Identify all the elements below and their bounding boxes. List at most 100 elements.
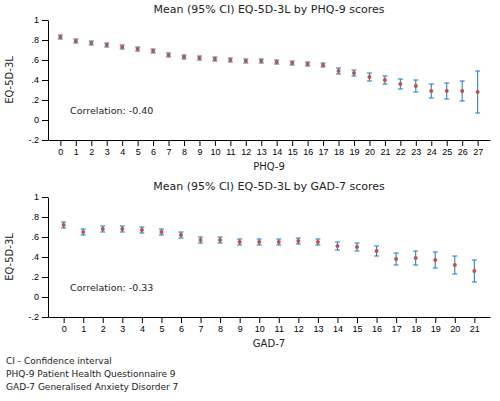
error-bar [274, 60, 279, 64]
tick: 0 [58, 140, 63, 157]
tick: 26 [458, 140, 468, 157]
tick: 2 [89, 140, 94, 157]
tick: 15 [353, 317, 363, 334]
tick-mark [323, 140, 324, 146]
figure: Mean (95% CI) EQ-5D-3L by PHQ-9 scores01… [0, 0, 500, 401]
tick: 10 [255, 317, 265, 334]
point [101, 227, 105, 231]
tick: 21 [380, 140, 390, 157]
point [375, 249, 379, 253]
tick-mark [76, 140, 77, 146]
tick-label: .6 [31, 55, 39, 65]
tick: 6 [179, 317, 184, 334]
tick: 14 [333, 317, 343, 334]
error-bar [139, 227, 144, 233]
error-bar [276, 239, 281, 245]
error-bar [296, 238, 301, 244]
tick: .2 [31, 272, 48, 282]
error-bar [120, 226, 125, 232]
point [179, 233, 183, 237]
tick-label: 13 [257, 147, 267, 157]
tick-mark [400, 140, 401, 146]
tick: 1 [34, 15, 48, 25]
error-bar [336, 68, 341, 74]
tick-mark [337, 317, 338, 323]
point [472, 269, 476, 273]
point [244, 59, 248, 63]
error-bar [444, 83, 449, 99]
panel: Mean (95% CI) EQ-5D-3L by PHQ-9 scores01… [4, 3, 491, 172]
tick: 1 [74, 140, 79, 157]
error-bar [178, 232, 183, 238]
error-bar [182, 55, 187, 59]
tick-mark [377, 317, 378, 323]
tick: 11 [275, 317, 284, 334]
error-bar [290, 61, 295, 65]
tick: 18 [411, 317, 421, 334]
tick-mark [279, 317, 280, 323]
tick-mark [184, 140, 185, 146]
axis-line [49, 317, 491, 318]
error-bar [237, 239, 242, 245]
tick: 23 [411, 140, 421, 157]
point [120, 227, 124, 231]
tick: 2 [101, 317, 106, 334]
tick-mark [42, 120, 48, 121]
y-axis: -.20.2.4.6.81 [28, 192, 48, 322]
point [151, 49, 155, 53]
tick: .4 [31, 252, 48, 262]
tick-mark [42, 237, 48, 238]
tick-mark [416, 317, 417, 323]
point [433, 258, 437, 262]
tick-label: 5 [159, 324, 164, 334]
tick-mark [455, 317, 456, 323]
tick-label: 7 [167, 147, 172, 157]
tick-mark [42, 217, 48, 218]
tick: 5 [159, 317, 164, 334]
tick-mark [42, 257, 48, 258]
tick-label: 6 [151, 147, 156, 157]
error-bar [259, 59, 264, 63]
error-bar [321, 63, 326, 67]
tick: 8 [218, 317, 223, 334]
error-bar [472, 260, 477, 282]
point [290, 61, 294, 65]
point [367, 75, 371, 79]
tick-mark [277, 140, 278, 146]
point [159, 230, 163, 234]
error-bar [374, 246, 379, 256]
tick-mark [385, 140, 386, 146]
tick: 5 [136, 140, 141, 157]
tick: 16 [303, 140, 313, 157]
tick: 20 [450, 317, 460, 334]
tick: .6 [31, 232, 48, 242]
annotation: Correlation: -0.40 [70, 105, 153, 116]
tick: 7 [167, 140, 172, 157]
tick-label: 20 [365, 147, 375, 157]
point [337, 69, 341, 73]
annotation: Correlation: -0.33 [70, 282, 153, 293]
tick-mark [318, 317, 319, 323]
tick-mark [462, 140, 463, 146]
tick-mark [42, 277, 48, 278]
error-bar [367, 73, 372, 81]
error-bar [475, 71, 480, 113]
tick-mark [169, 140, 170, 146]
tick-label: 23 [411, 147, 421, 157]
error-bar [429, 84, 434, 98]
tick-label: 21 [380, 147, 390, 157]
tick-mark [339, 140, 340, 146]
error-bar [394, 253, 399, 265]
tick-mark [42, 317, 48, 318]
point [453, 263, 457, 267]
tick-label: 22 [396, 147, 406, 157]
tick: 6 [151, 140, 156, 157]
error-bar [58, 35, 63, 39]
error-bar [452, 256, 457, 274]
error-bar [413, 80, 418, 92]
y-axis-title: EQ-5D-3L [4, 56, 15, 104]
point [476, 90, 480, 94]
tick-label: 21 [470, 324, 480, 334]
tick: 4 [120, 140, 125, 157]
tick-label: 26 [458, 147, 468, 157]
